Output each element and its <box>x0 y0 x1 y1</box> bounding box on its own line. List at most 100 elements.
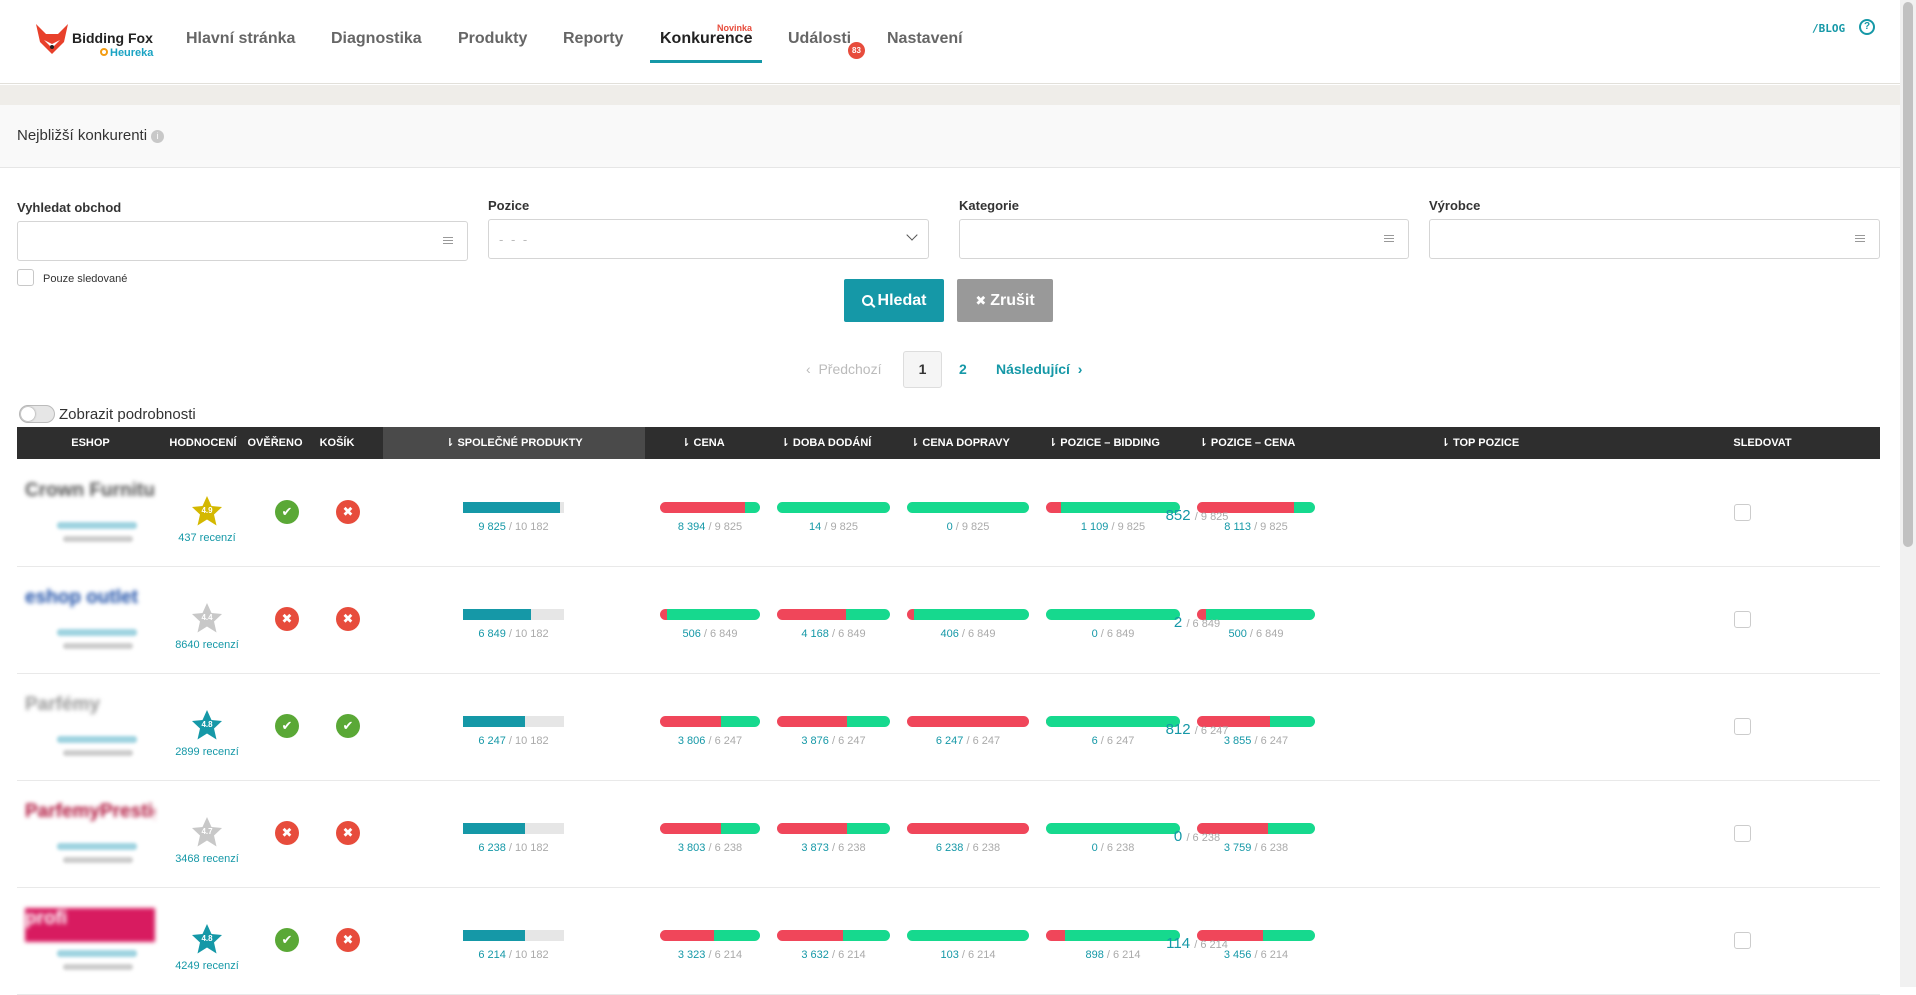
help-icon[interactable]: ? <box>1859 19 1875 35</box>
common-val: 6 247 <box>478 735 506 747</box>
shop-url[interactable] <box>57 629 137 636</box>
top-position-value[interactable]: 852 / 9 825 <box>1097 507 1297 524</box>
col-top-position[interactable]: ⇂TOP POZICE <box>1315 427 1645 459</box>
common-total: / 10 182 <box>509 949 549 961</box>
bidding-worse-fill <box>1046 930 1065 941</box>
nav-udalosti[interactable]: Události <box>788 30 851 48</box>
brand-name: Bidding Fox <box>72 30 153 46</box>
follow-checkbox[interactable] <box>1734 825 1751 842</box>
reviews-link[interactable]: 437 recenzí <box>167 532 247 544</box>
nav-reporty[interactable]: Reporty <box>563 30 623 48</box>
cena-val: 3 323 <box>678 949 706 961</box>
nav-nastaveni[interactable]: Nastavení <box>887 30 963 48</box>
blog-link[interactable]: /BLOG <box>1812 22 1845 35</box>
top-position-value[interactable]: 0 / 6 238 <box>1097 828 1297 845</box>
shop-url[interactable] <box>57 736 137 743</box>
search-shop-input[interactable] <box>17 221 468 261</box>
reviews-link[interactable]: 3468 recenzí <box>167 853 247 865</box>
pagination-page-2[interactable]: 2 <box>959 361 967 377</box>
follow-checkbox[interactable] <box>1734 932 1751 949</box>
common-products-bar <box>463 716 564 727</box>
col-shipping-price[interactable]: ⇂CENA DOPRAVY <box>891 427 1029 459</box>
top-total: / 6 849 <box>1186 618 1220 630</box>
doprava-val: 0 <box>947 521 953 533</box>
doba-total: / 6 214 <box>832 949 866 961</box>
col-position-bidding[interactable]: ⇂POZICE – BIDDING <box>1029 427 1179 459</box>
shop-logo[interactable]: ParfemyPrestige <box>25 801 155 835</box>
search-button-label: Hledat <box>878 292 927 309</box>
cena-worse-fill <box>660 716 721 727</box>
common-total: / 10 182 <box>509 628 549 640</box>
manufacturer-input[interactable] <box>1429 219 1880 259</box>
rating-star-icon: 4.8 <box>191 923 223 955</box>
col-common-products-label: SPOLEČNÉ PRODUKTY <box>457 437 582 449</box>
top-val: 114 <box>1166 935 1190 952</box>
doba-better-fill <box>847 716 890 727</box>
search-button[interactable]: Hledat <box>844 279 944 322</box>
cena-total: / 6 214 <box>708 949 742 961</box>
doprava-bar <box>907 823 1029 834</box>
shop-url[interactable] <box>57 950 137 957</box>
col-delivery-time[interactable]: ⇂DOBA DODÁNÍ <box>761 427 891 459</box>
scrollbar[interactable] <box>1900 0 1916 987</box>
col-price[interactable]: ⇂CENA <box>645 427 761 459</box>
pagination-prev[interactable]: ‹ Předchozí <box>806 361 882 377</box>
top-total: / 6 214 <box>1194 939 1228 951</box>
col-position-price[interactable]: ⇂POZICE – CENA <box>1179 427 1315 459</box>
sort-icon: ⇂ <box>781 427 790 459</box>
pagination-prev-label: Předchozí <box>818 361 881 377</box>
nav-hlavni-stranka[interactable]: Hlavní stránka <box>186 30 295 48</box>
shop-logo[interactable]: profi <box>25 908 155 942</box>
doba-bar <box>777 930 890 941</box>
cena-better-fill <box>714 930 761 941</box>
cena-better-fill <box>721 823 760 834</box>
reviews-link[interactable]: 4249 recenzí <box>167 960 247 972</box>
top-position-value[interactable]: 114 / 6 214 <box>1097 935 1297 952</box>
sort-icon: ⇂ <box>1048 427 1057 459</box>
doba-total: / 6 247 <box>832 735 866 747</box>
pagination-current[interactable]: 1 <box>903 351 942 388</box>
common-total: / 10 182 <box>509 735 549 747</box>
doba-total: / 9 825 <box>824 521 858 533</box>
followed-only-checkbox[interactable] <box>17 269 34 286</box>
cancel-button[interactable]: ✖Zrušit <box>957 279 1053 322</box>
bidding-fox-logo[interactable]: Bidding Fox Heureka <box>34 20 164 64</box>
follow-checkbox[interactable] <box>1734 504 1751 521</box>
shop-url[interactable] <box>57 843 137 850</box>
no-cart-icon: ✖ <box>336 928 360 952</box>
info-icon[interactable]: i <box>151 130 164 143</box>
follow-checkbox[interactable] <box>1734 718 1751 735</box>
shop-logo[interactable]: eshop outlet <box>25 587 155 621</box>
cena-worse-fill <box>660 823 721 834</box>
top-position-value[interactable]: 812 / 6 247 <box>1097 721 1297 738</box>
shop-logo[interactable]: Parfémy <box>25 694 155 728</box>
reviews-link[interactable]: 2899 recenzí <box>167 746 247 758</box>
doprava-better-fill <box>907 930 1029 941</box>
col-common-products[interactable]: ⇂SPOLEČNÉ PRODUKTY <box>383 427 645 459</box>
nav-diagnostika[interactable]: Diagnostika <box>331 30 422 48</box>
nav-produkty[interactable]: Produkty <box>458 30 527 48</box>
shop-url[interactable] <box>57 522 137 529</box>
cena-worse-fill <box>660 609 667 620</box>
top-position-value[interactable]: 2 / 6 849 <box>1097 614 1297 631</box>
category-input[interactable] <box>959 219 1409 259</box>
pcena-better-fill <box>1294 502 1315 513</box>
doprava-total: / 6 214 <box>962 949 996 961</box>
details-toggle[interactable] <box>19 405 55 423</box>
scrollbar-thumb[interactable] <box>1903 2 1913 547</box>
position-select[interactable]: - - - <box>488 219 929 259</box>
reviews-link[interactable]: 8640 recenzí <box>167 639 247 651</box>
follow-checkbox[interactable] <box>1734 611 1751 628</box>
shop-logo[interactable]: Crown Furniture <box>25 480 155 514</box>
doba-total: / 6 238 <box>832 842 866 854</box>
list-icon <box>1855 235 1865 243</box>
common-products-value: 6 247 / 10 182 <box>443 735 584 747</box>
pagination-next[interactable]: Následující › <box>996 361 1082 377</box>
fox-icon <box>34 22 70 56</box>
